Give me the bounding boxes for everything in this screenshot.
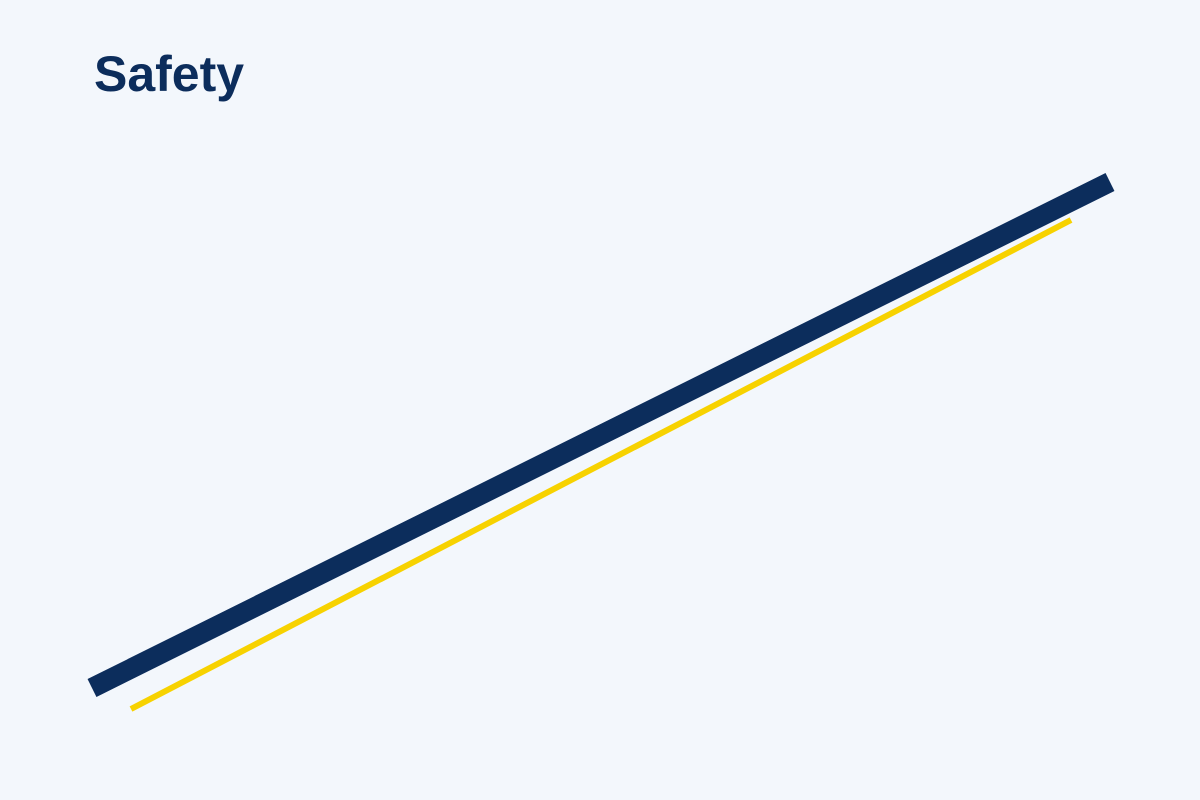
yellow-diagonal-stripe: [129, 217, 1073, 712]
slide-title: Safety: [94, 46, 245, 102]
navy-diagonal-stripe: [87, 173, 1115, 697]
